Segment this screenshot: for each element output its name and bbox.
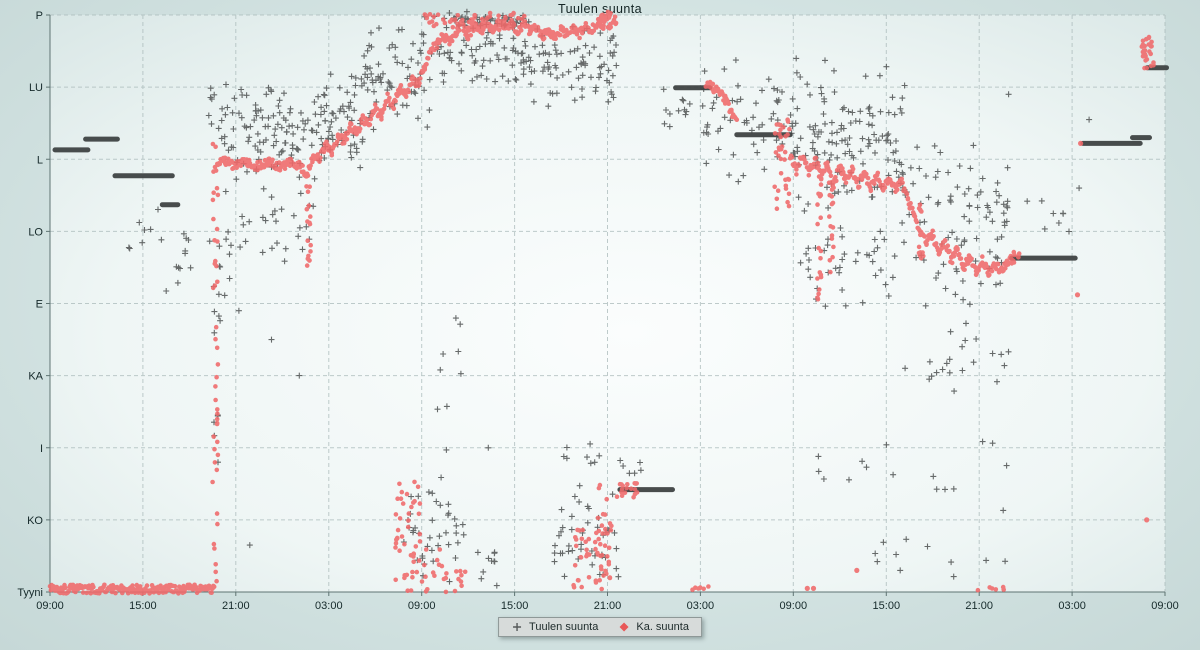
svg-text:LU: LU bbox=[29, 82, 43, 94]
svg-text:P: P bbox=[36, 10, 43, 22]
svg-text:09:00: 09:00 bbox=[408, 600, 436, 612]
legend-item-wind-direction: Tuulen suunta bbox=[511, 621, 598, 633]
svg-text:15:00: 15:00 bbox=[129, 600, 157, 612]
svg-text:09:00: 09:00 bbox=[1151, 600, 1179, 612]
svg-text:09:00: 09:00 bbox=[36, 600, 64, 612]
chart-title: Tuulen suunta bbox=[558, 2, 642, 16]
plus-marker-icon bbox=[513, 623, 522, 631]
legend-label-average-direction: Ka. suunta bbox=[636, 621, 689, 633]
svg-text:Tyyni: Tyyni bbox=[17, 587, 43, 599]
svg-text:15:00: 15:00 bbox=[873, 600, 901, 612]
dot-marker-icon bbox=[619, 622, 629, 632]
svg-text:KA: KA bbox=[28, 371, 43, 383]
svg-text:E: E bbox=[36, 299, 43, 311]
svg-text:KO: KO bbox=[27, 515, 43, 527]
chart-legend: Tuulen suunta Ka. suunta bbox=[498, 617, 702, 637]
svg-text:I: I bbox=[40, 443, 43, 455]
svg-text:03:00: 03:00 bbox=[687, 600, 715, 612]
svg-text:21:00: 21:00 bbox=[594, 600, 622, 612]
svg-text:LO: LO bbox=[28, 226, 43, 238]
legend-label-wind-direction: Tuulen suunta bbox=[529, 621, 599, 633]
svg-text:L: L bbox=[37, 154, 43, 166]
svg-text:09:00: 09:00 bbox=[780, 600, 808, 612]
svg-text:03:00: 03:00 bbox=[1058, 600, 1086, 612]
svg-text:21:00: 21:00 bbox=[222, 600, 250, 612]
svg-text:21:00: 21:00 bbox=[965, 600, 993, 612]
legend-item-average-direction: Ka. suunta bbox=[618, 621, 689, 633]
svg-text:03:00: 03:00 bbox=[315, 600, 343, 612]
svg-text:15:00: 15:00 bbox=[501, 600, 529, 612]
